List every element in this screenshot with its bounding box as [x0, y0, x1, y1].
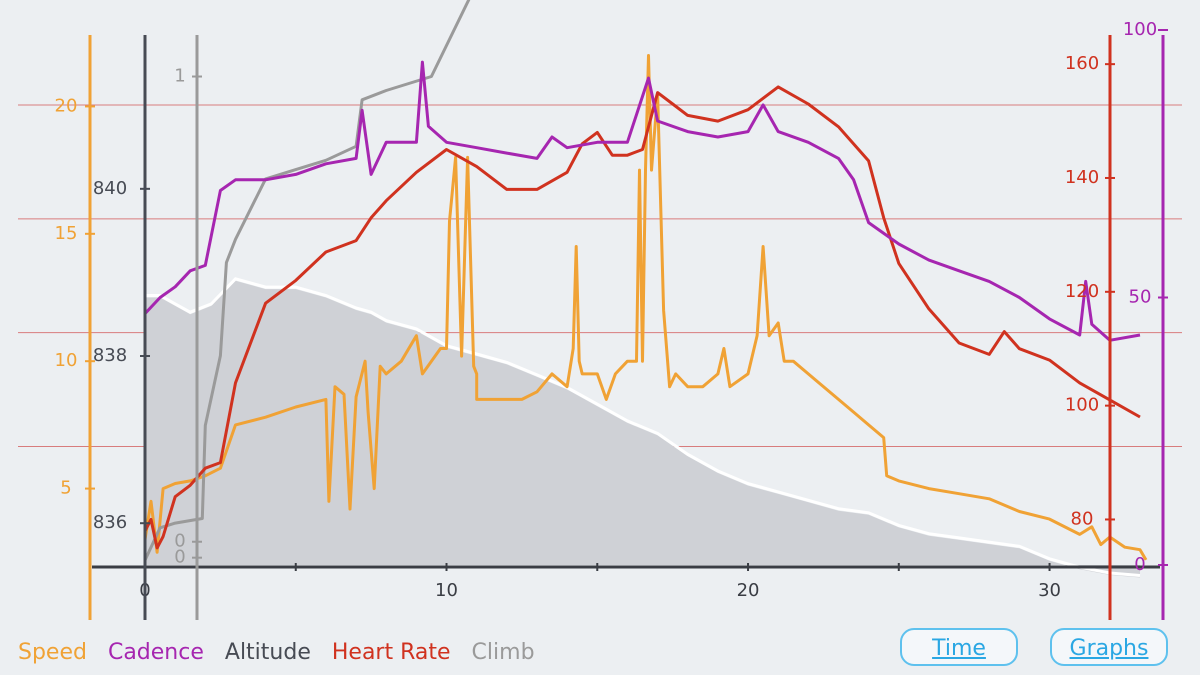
heart-rate-tick-label: 160	[1065, 53, 1099, 74]
speed-tick-label: 5	[60, 478, 71, 499]
speed-tick-label: 15	[55, 223, 78, 244]
legend-speed: Speed	[18, 640, 87, 665]
legend: Speed Cadence Altitude Heart Rate Climb	[18, 640, 549, 665]
x-tick-label: 30	[1038, 580, 1061, 601]
time-button[interactable]: Time	[900, 628, 1018, 666]
heart-rate-tick-label: 140	[1065, 167, 1099, 188]
altitude-outline	[145, 277, 1141, 577]
legend-cadence: Cadence	[107, 640, 204, 665]
altitude-area	[145, 280, 1140, 578]
cadence-tick-label: 50	[1129, 287, 1152, 308]
altitude-tick-label: 836	[93, 512, 127, 533]
cadence-tick-label: 0	[1134, 554, 1145, 575]
climb-tick-label: 1	[174, 66, 185, 87]
legend-heart-rate: Heart Rate	[331, 640, 451, 665]
graphs-button[interactable]: Graphs	[1050, 628, 1168, 666]
altitude-tick-label: 838	[93, 345, 127, 366]
legend-climb: Climb	[471, 640, 535, 665]
heart-rate-tick-label: 80	[1071, 508, 1094, 529]
speed-tick-label: 10	[55, 350, 78, 371]
x-tick-label: 10	[435, 580, 458, 601]
climb-tick-label: 0	[174, 547, 185, 568]
heart-rate-tick-label: 100	[1065, 395, 1099, 416]
speed-tick-label: 20	[55, 95, 78, 116]
legend-altitude: Altitude	[224, 640, 311, 665]
speed-line	[143, 54, 1148, 561]
heart-rate-tick-label: 120	[1065, 281, 1099, 302]
cadence-line	[143, 60, 1141, 342]
climb-tick-label: 0	[174, 531, 185, 552]
altitude-tick-label: 840	[93, 178, 127, 199]
climb-line	[143, 0, 471, 561]
x-tick-label: 20	[737, 580, 760, 601]
cadence-tick-label: 100	[1123, 19, 1157, 40]
